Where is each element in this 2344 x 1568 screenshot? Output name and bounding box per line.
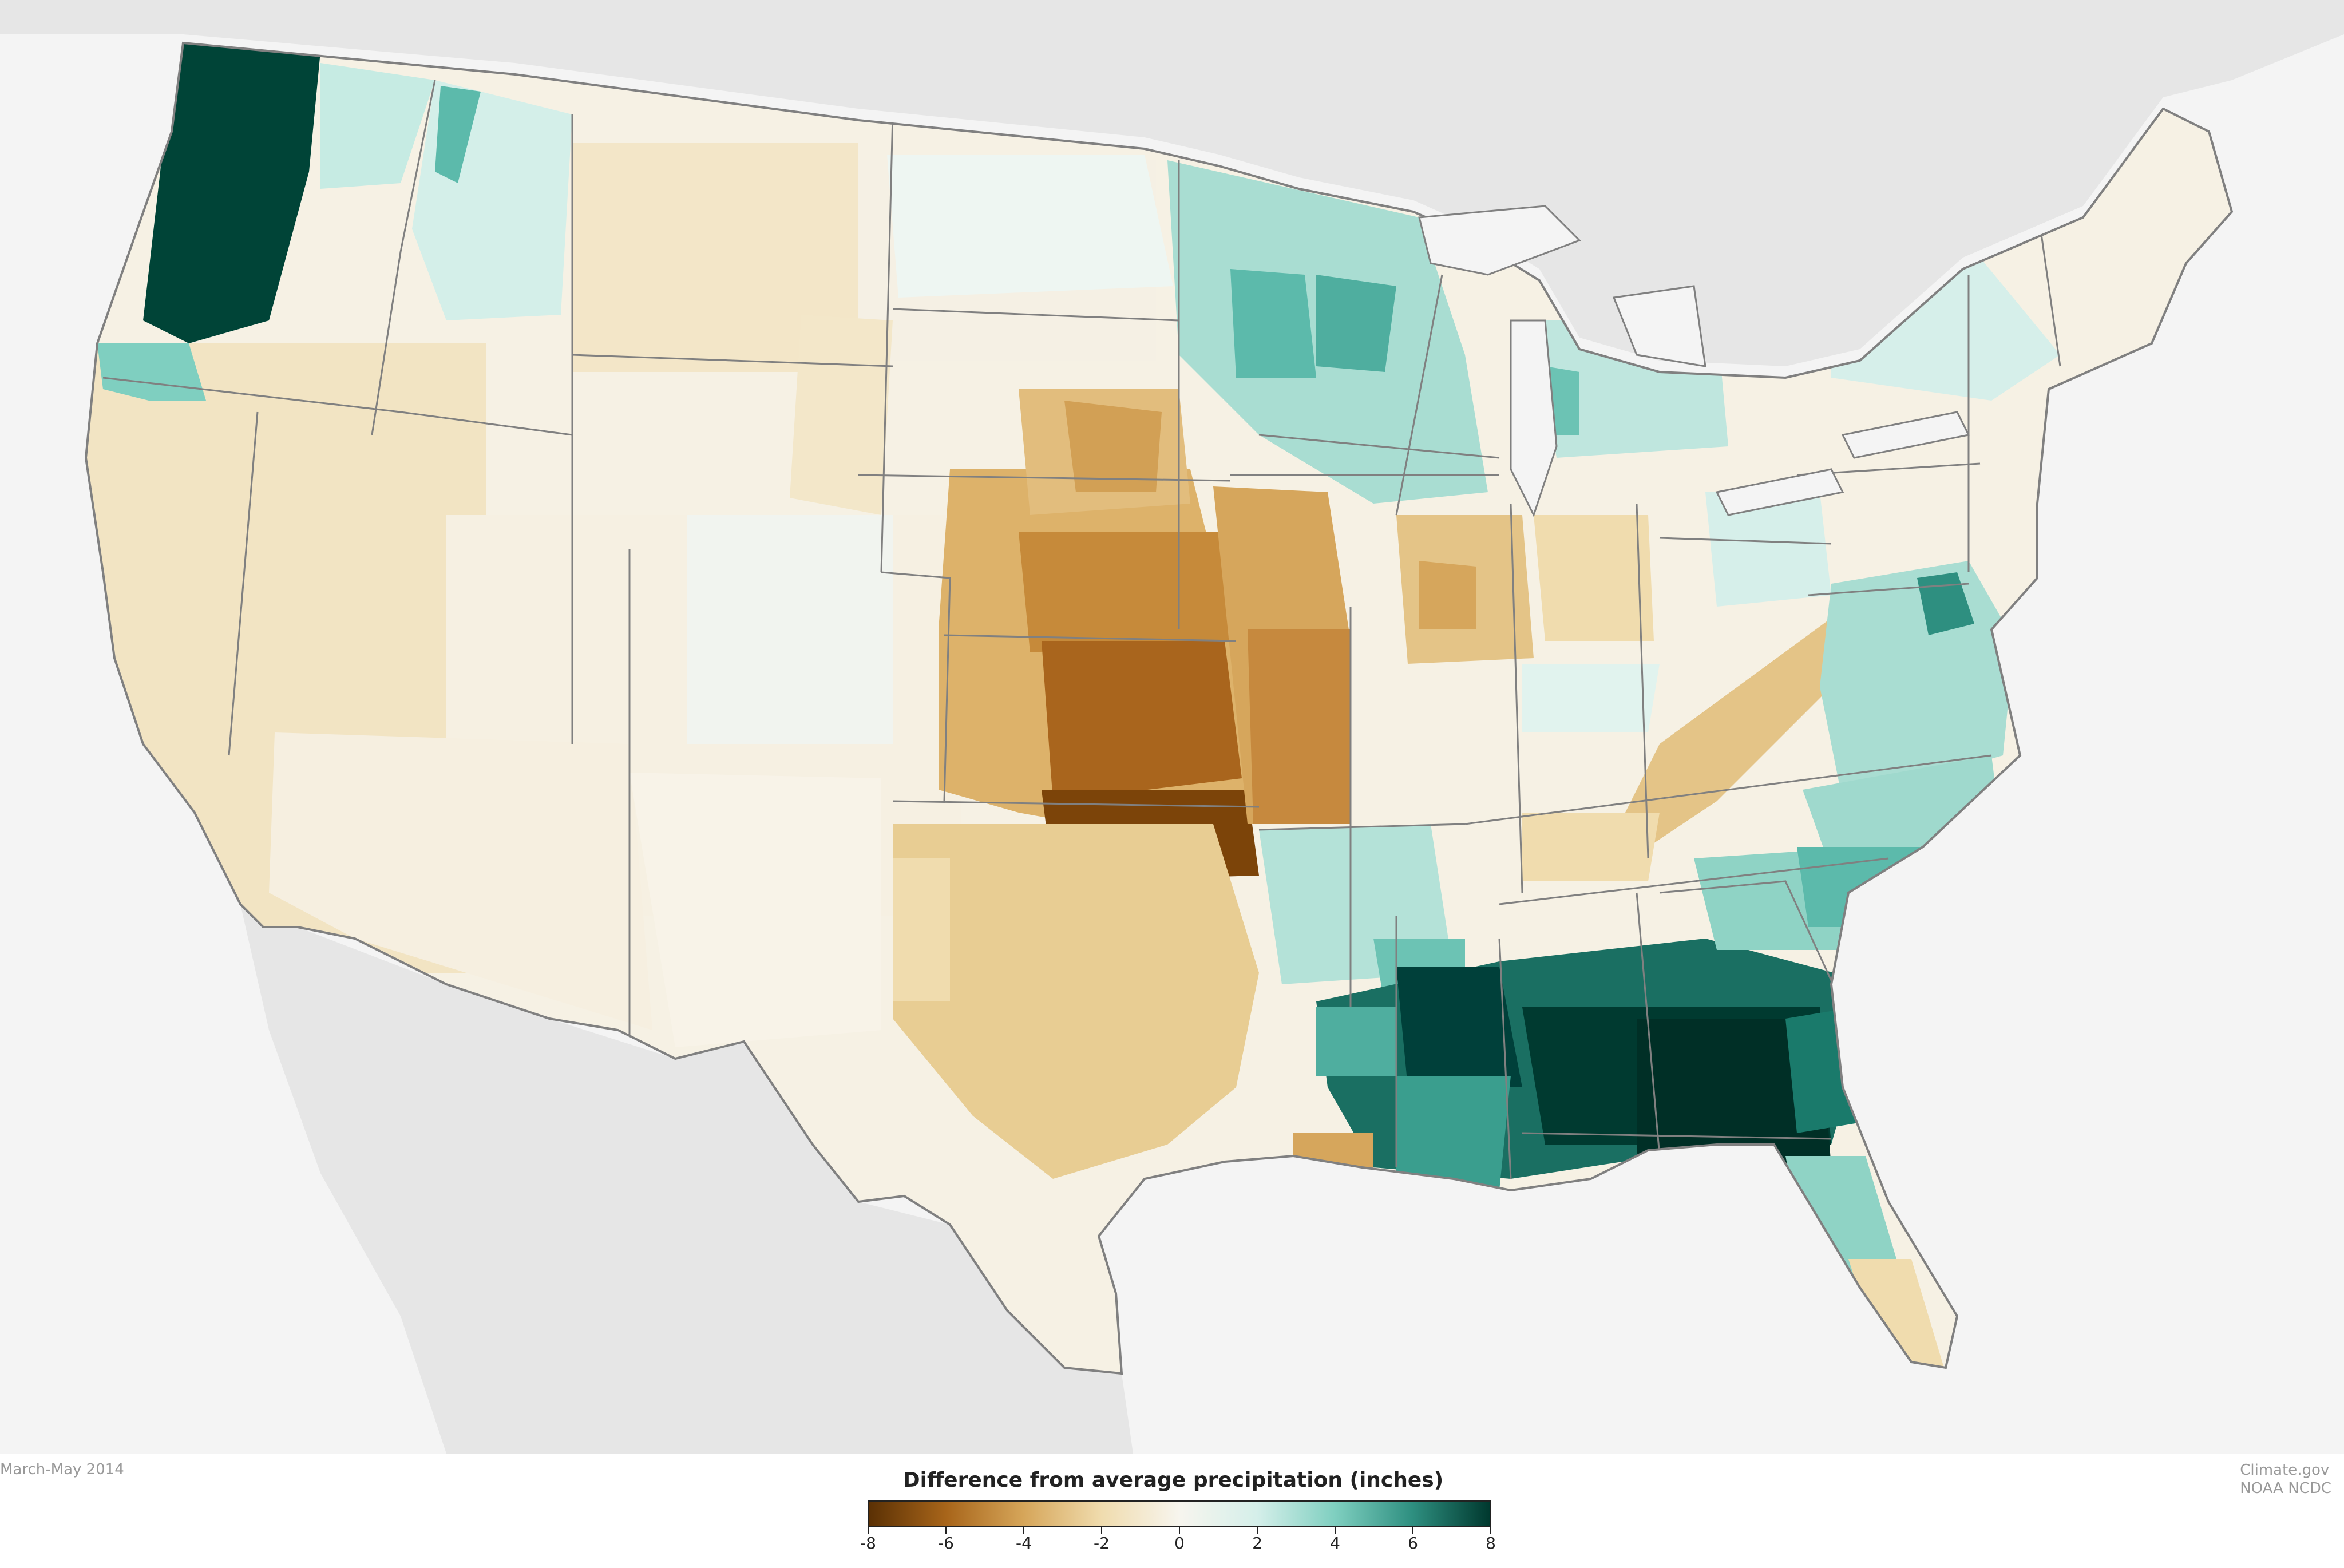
legend-tick-label: 4 [1330,1534,1340,1553]
legend-tick-mark [1335,1527,1336,1534]
legend-title: Difference from average precipitation (i… [902,1468,1444,1492]
legend-tick-mark [1412,1527,1413,1534]
legend-color-bar [868,1500,1491,1527]
legend-tick-label: 0 [1174,1534,1185,1553]
legend-tick-mark [1101,1527,1102,1534]
legend-tick-label: -6 [938,1534,954,1553]
legend-tick-label: 6 [1408,1534,1418,1553]
legend-tick-mark [1023,1527,1024,1534]
credit-noaa-ncdc: NOAA NCDC [2240,1480,2331,1497]
legend-tick-label: -8 [860,1534,876,1553]
legend-tick-mark [1490,1527,1491,1534]
legend-tick-mark [945,1527,947,1534]
period-label: March-May 2014 [0,1461,124,1478]
credit: Climate.gov NOAA NCDC [2240,1461,2331,1498]
legend-tick-label: 2 [1252,1534,1262,1553]
precipitation-anomaly-map [0,0,2344,1454]
legend-tick-label: 8 [1486,1534,1496,1553]
legend-tick-mark [1179,1527,1180,1534]
legend-tick-label: -2 [1094,1534,1110,1553]
credit-climate-gov: Climate.gov [2240,1462,2330,1479]
legend-tick-mark [868,1527,869,1534]
legend-tick-label: -4 [1016,1534,1032,1553]
legend-tick-mark [1257,1527,1258,1534]
